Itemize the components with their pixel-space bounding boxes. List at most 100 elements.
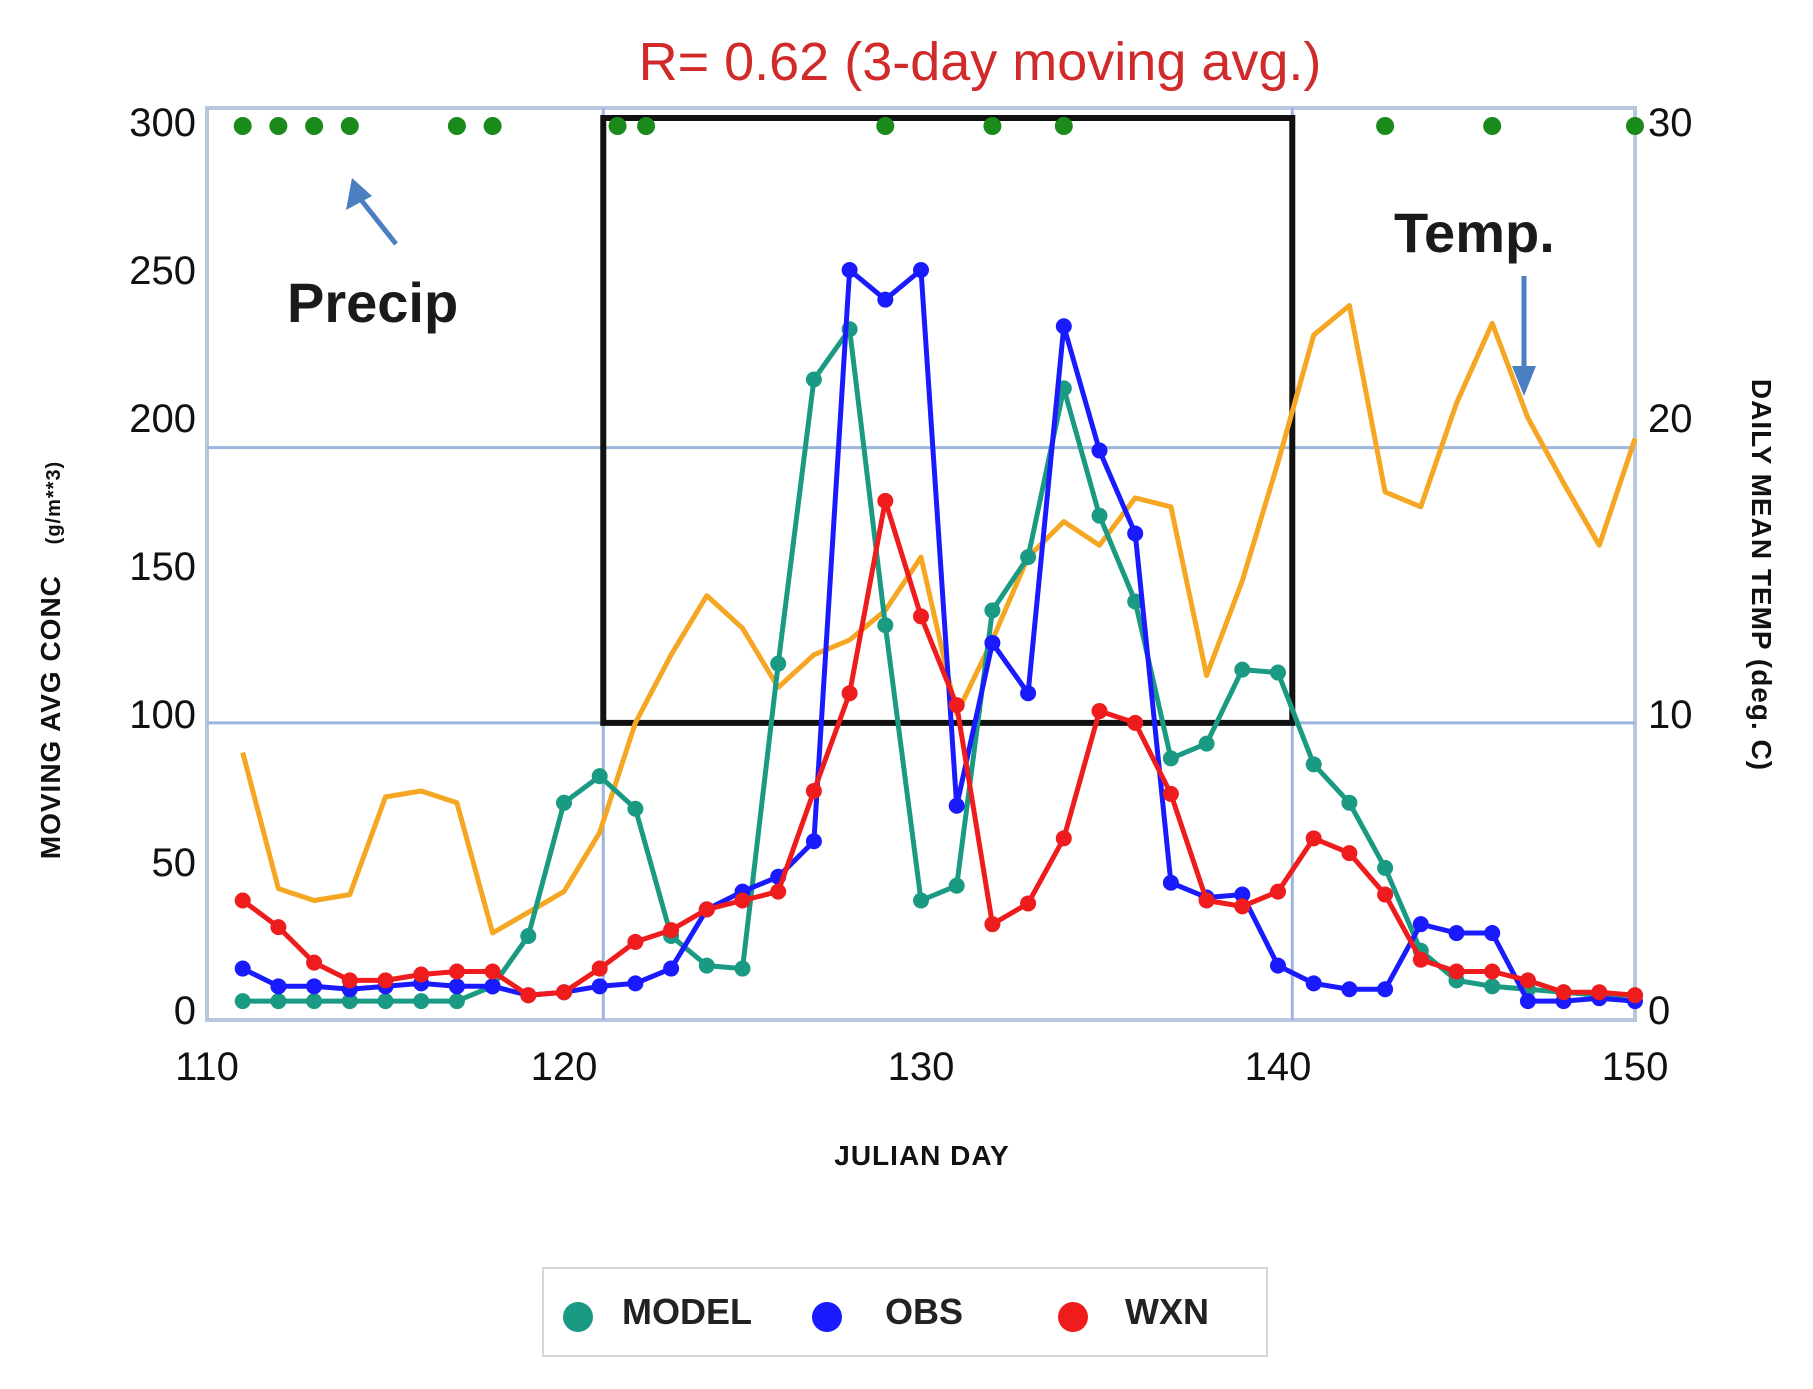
point-model	[913, 892, 929, 909]
point-wxn	[841, 685, 858, 702]
point-model	[1270, 664, 1286, 681]
point-wxn	[1162, 785, 1179, 802]
precip-marker	[1626, 117, 1644, 135]
point-wxn	[1341, 845, 1358, 862]
point-model	[234, 993, 251, 1010]
point-obs	[1091, 442, 1108, 459]
point-wxn	[1305, 830, 1322, 847]
point-wxn	[1555, 984, 1572, 1001]
point-wxn	[234, 892, 251, 909]
legend-marker-model	[563, 1302, 593, 1332]
precip-marker	[447, 117, 466, 135]
x-axis-label: JULIAN DAY	[834, 1140, 1009, 1171]
series-line-temp	[240, 303, 1638, 936]
series-line-model	[242, 326, 1635, 1004]
y-axis-label-group: MOVING AVG CONC (g/m**3)	[35, 461, 66, 859]
point-obs	[1341, 981, 1358, 998]
point-model	[698, 957, 715, 974]
point-obs	[1020, 685, 1037, 702]
y2-tick-label: 20	[1648, 397, 1693, 441]
precip-marker	[305, 117, 324, 135]
precip-marker	[876, 117, 895, 135]
point-obs	[805, 833, 822, 850]
plot-frame	[205, 106, 1637, 1022]
precip-marker	[483, 117, 502, 135]
temp-annotation: Temp.	[1394, 201, 1555, 264]
series-model	[234, 321, 1643, 1010]
point-wxn	[663, 922, 680, 939]
y2-tick-label: 30	[1648, 101, 1693, 145]
point-model	[1091, 507, 1108, 524]
point-obs	[484, 978, 501, 995]
y-tick-label: 50	[152, 841, 197, 885]
y-tick-label: 100	[129, 693, 196, 737]
point-wxn	[377, 972, 394, 989]
y-axis-label: MOVING AVG CONC (g/m**3)	[35, 461, 66, 859]
point-model	[1020, 549, 1037, 566]
point-model	[948, 877, 965, 894]
point-obs	[1484, 925, 1501, 942]
x-tick-label: 120	[531, 1045, 598, 1089]
y-tick-label: 300	[129, 101, 196, 145]
point-model	[520, 928, 537, 944]
point-wxn	[270, 919, 287, 936]
point-wxn	[1484, 963, 1501, 980]
point-obs	[1270, 957, 1286, 974]
point-obs	[1412, 916, 1429, 933]
point-wxn	[734, 892, 751, 909]
point-model	[1162, 750, 1179, 767]
y-tick-label: 250	[129, 249, 196, 293]
x-tick-label: 130	[888, 1045, 955, 1089]
precip-marker	[608, 117, 627, 135]
legend: MODEL OBS WXN	[542, 1267, 1268, 1357]
point-wxn	[770, 883, 787, 900]
y-tick-label: 0	[174, 989, 196, 1033]
x-axis-ticks: 110 120 130 140 150	[175, 1045, 1668, 1089]
point-wxn	[556, 984, 572, 1001]
precip-markers	[233, 117, 1644, 135]
x-tick-label: 110	[175, 1045, 239, 1089]
point-wxn	[1412, 951, 1429, 968]
series-temp	[240, 303, 1638, 936]
point-wxn	[413, 966, 430, 983]
point-obs	[1162, 874, 1179, 891]
point-obs	[627, 975, 644, 992]
point-model	[1198, 735, 1215, 752]
y-tick-label: 150	[129, 545, 196, 589]
point-model	[270, 993, 287, 1010]
highlight-box	[600, 115, 1296, 726]
point-wxn	[1448, 963, 1465, 980]
point-model	[448, 993, 465, 1010]
precip-marker	[983, 117, 1002, 135]
temp-arrowhead	[1512, 366, 1536, 396]
point-obs	[1305, 975, 1322, 992]
point-wxn	[948, 697, 965, 714]
legend-label-wxn: WXN	[1125, 1291, 1209, 1332]
highlight-box-layer	[600, 115, 1296, 726]
point-wxn	[1270, 883, 1286, 900]
precip-arrowhead	[346, 178, 372, 210]
point-obs	[841, 262, 858, 278]
point-wxn	[913, 608, 929, 625]
point-model	[627, 800, 644, 817]
point-wxn	[1234, 898, 1251, 915]
point-model	[1127, 593, 1144, 610]
point-wxn	[1198, 892, 1215, 909]
point-model	[377, 993, 394, 1010]
point-wxn	[484, 963, 501, 980]
point-obs	[984, 634, 1001, 651]
point-obs	[1055, 318, 1072, 335]
precip-marker	[1483, 117, 1502, 135]
legend-box	[542, 1267, 1268, 1357]
point-wxn	[805, 782, 822, 799]
point-obs	[663, 960, 680, 977]
point-model	[306, 993, 323, 1010]
precip-marker	[1376, 117, 1395, 135]
point-wxn	[1377, 886, 1394, 903]
y2-axis-ticks: 0 10 20 30	[1648, 101, 1693, 1033]
point-wxn	[877, 492, 894, 509]
point-model	[770, 655, 787, 672]
point-model	[734, 960, 751, 977]
point-obs	[1448, 925, 1465, 942]
point-model	[877, 617, 894, 634]
